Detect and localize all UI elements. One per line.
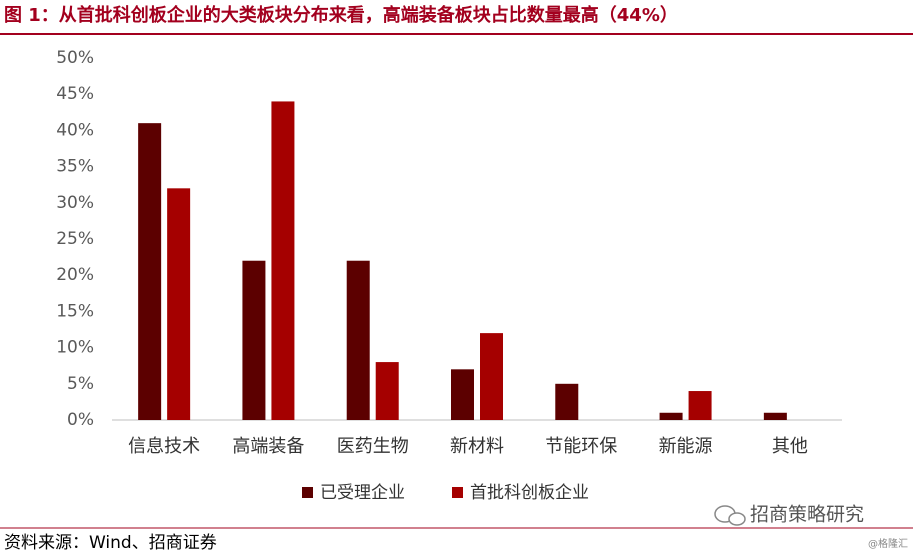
watermark: 招商策略研究 xyxy=(750,504,864,526)
y-tick-label: 0% xyxy=(67,410,94,430)
legend-swatch xyxy=(452,487,463,498)
y-tick-label: 45% xyxy=(56,84,94,104)
x-tick-label: 医药生物 xyxy=(337,436,409,457)
y-tick-label: 10% xyxy=(56,338,94,358)
x-tick-label: 信息技术 xyxy=(128,436,200,457)
bar xyxy=(167,188,191,420)
x-tick-label: 新材料 xyxy=(450,436,504,457)
bar xyxy=(138,123,162,420)
y-tick-label: 25% xyxy=(56,229,94,249)
x-tick-label: 其他 xyxy=(772,436,808,457)
x-tick-label: 节能环保 xyxy=(545,436,617,457)
bar xyxy=(480,333,503,420)
y-tick-label: 20% xyxy=(56,265,94,285)
y-tick-label: 5% xyxy=(67,374,94,394)
bar xyxy=(451,369,474,420)
legend-label: 已受理企业 xyxy=(320,483,405,503)
bar xyxy=(763,412,787,420)
bar xyxy=(659,412,683,420)
credit: @格隆汇 xyxy=(868,537,908,550)
watermark-icon xyxy=(714,505,746,526)
y-tick-label: 40% xyxy=(56,120,94,140)
chart-title: 图 1：从首批科创板企业的大类板块分布来看，高端装备板块占比数量最高（44%） xyxy=(4,4,678,26)
bar xyxy=(375,362,399,420)
y-tick-label: 50% xyxy=(56,48,94,68)
y-tick-label: 35% xyxy=(56,157,94,177)
legend-label: 首批科创板企业 xyxy=(470,483,589,503)
x-tick-label: 新能源 xyxy=(659,436,713,457)
x-tick-label: 高端装备 xyxy=(232,436,304,457)
bar xyxy=(688,391,712,420)
y-tick-label: 30% xyxy=(56,193,94,213)
bar xyxy=(346,260,370,420)
legend-swatch xyxy=(302,487,313,498)
bar xyxy=(242,260,266,420)
y-tick-label: 15% xyxy=(56,301,94,321)
bar xyxy=(271,101,295,420)
bar xyxy=(555,383,579,420)
source: 资料来源：Wind、招商证券 xyxy=(4,533,217,553)
